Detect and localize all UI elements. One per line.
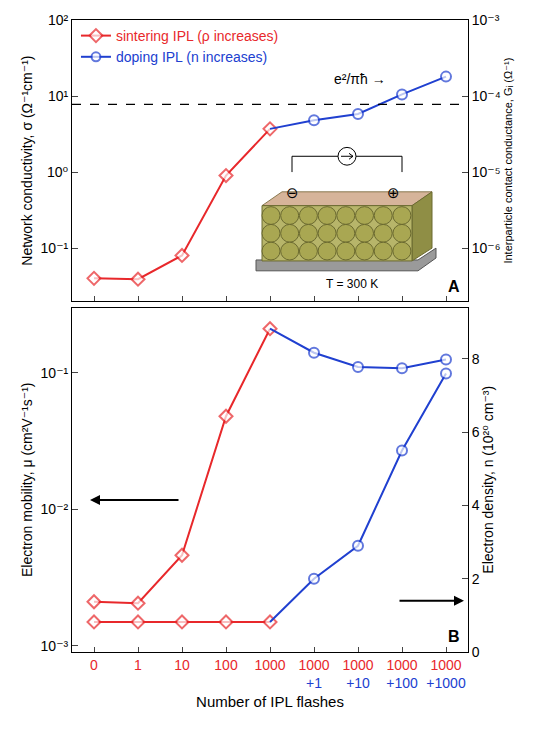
svg-text:Electron mobility, μ (cm²V⁻¹s⁻: Electron mobility, μ (cm²V⁻¹s⁻¹) — [19, 383, 35, 578]
svg-text:10: 10 — [174, 657, 190, 673]
svg-text:1000+1: 1000+1 — [298, 657, 329, 691]
svg-text:T = 300 K: T = 300 K — [326, 277, 378, 291]
svg-text:10⁻⁵: 10⁻⁵ — [472, 164, 501, 180]
svg-text:6: 6 — [472, 424, 480, 440]
svg-text:e²/πħ →: e²/πħ → — [334, 71, 386, 87]
svg-text:Electron density, n (10²⁰ cm⁻³: Electron density, n (10²⁰ cm⁻³) — [480, 386, 496, 574]
svg-text:10⁻³: 10⁻³ — [41, 638, 69, 654]
svg-text:1000+1000: 1000+1000 — [426, 657, 466, 691]
svg-text:A: A — [448, 278, 460, 295]
svg-text:1000+100: 1000+100 — [386, 657, 418, 691]
svg-text:2: 2 — [472, 571, 480, 587]
svg-text:10¹: 10¹ — [48, 88, 69, 104]
svg-text:1: 1 — [134, 657, 142, 673]
svg-text:10⁻¹: 10⁻¹ — [41, 365, 69, 381]
svg-text:10⁰: 10⁰ — [47, 164, 69, 180]
svg-text:4: 4 — [472, 497, 480, 513]
svg-text:sintering IPL (ρ increases): sintering IPL (ρ increases) — [116, 28, 278, 44]
svg-text:10⁻⁶: 10⁻⁶ — [472, 240, 501, 256]
svg-text:Interparticle contact conducta: Interparticle contact conductance, Gᵢ (Ω… — [502, 58, 514, 264]
svg-text:0: 0 — [472, 644, 480, 660]
svg-text:1000+10: 1000+10 — [342, 657, 373, 691]
svg-text:doping IPL (n increases): doping IPL (n increases) — [116, 49, 267, 65]
svg-text:10⁻²: 10⁻² — [41, 501, 69, 517]
svg-text:10⁻¹: 10⁻¹ — [41, 240, 69, 256]
svg-text:10⁻³: 10⁻³ — [472, 12, 500, 28]
svg-text:100: 100 — [214, 657, 238, 673]
svg-text:1000: 1000 — [254, 657, 285, 673]
svg-text:Number of IPL flashes: Number of IPL flashes — [196, 693, 344, 710]
svg-text:8: 8 — [472, 351, 480, 367]
svg-text:10²: 10² — [48, 12, 69, 28]
svg-text:B: B — [448, 628, 460, 645]
svg-text:⊕: ⊕ — [387, 184, 400, 201]
svg-text:0: 0 — [90, 657, 98, 673]
svg-text:⊖: ⊖ — [286, 184, 299, 201]
svg-text:Network conductivity, σ (Ω⁻¹cm: Network conductivity, σ (Ω⁻¹cm⁻¹) — [19, 56, 35, 266]
svg-text:10⁻⁴: 10⁻⁴ — [472, 88, 501, 104]
